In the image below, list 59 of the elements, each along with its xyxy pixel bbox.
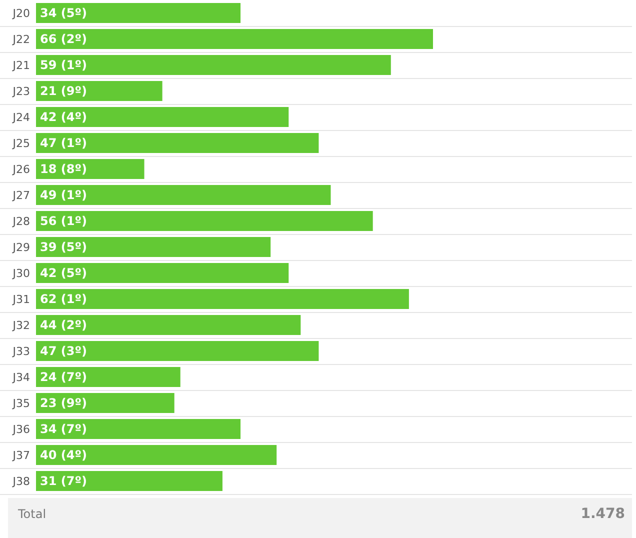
bar [36, 315, 301, 335]
bar [36, 3, 241, 23]
bar [36, 289, 409, 309]
text: 1.478 [580, 506, 625, 522]
bar [36, 211, 373, 231]
y-tick-label: J27 [12, 189, 30, 202]
data-label: 44 (2º) [40, 318, 87, 332]
bar [36, 393, 174, 413]
data-label: 34 (5º) [40, 6, 87, 20]
y-tick-label: J38 [12, 475, 30, 488]
data-label: 42 (4º) [40, 110, 87, 124]
data-label: 47 (1º) [40, 136, 87, 150]
data-label: 49 (1º) [40, 188, 87, 202]
y-tick-label: J32 [12, 319, 30, 332]
bar [36, 81, 162, 101]
bar [36, 133, 319, 153]
y-tick-label: J33 [12, 345, 30, 358]
data-label: 66 (2º) [40, 32, 87, 46]
data-label: 23 (9º) [40, 396, 87, 410]
data-label: 59 (1º) [40, 58, 87, 72]
bar [36, 237, 271, 257]
bar [36, 29, 433, 49]
bar [36, 55, 391, 75]
y-tick-label: J30 [12, 267, 30, 280]
y-tick-label: J20 [12, 7, 30, 20]
data-label: 24 (7º) [40, 370, 87, 384]
data-label: 34 (7º) [40, 422, 87, 436]
data-label: 31 (7º) [40, 474, 87, 488]
y-tick-label: J22 [12, 33, 30, 46]
y-tick-label: J24 [12, 111, 30, 124]
data-label: 42 (5º) [40, 266, 87, 280]
bar [36, 263, 289, 283]
bar [36, 107, 289, 127]
y-tick-label: J29 [12, 241, 30, 254]
data-label: 56 (1º) [40, 214, 87, 228]
y-tick-label: J28 [12, 215, 30, 228]
data-label: 39 (5º) [40, 240, 87, 254]
y-tick-label: J26 [12, 163, 30, 176]
y-tick-label: J25 [12, 137, 30, 150]
data-label: 62 (1º) [40, 292, 87, 306]
data-label: 47 (3º) [40, 344, 87, 358]
y-tick-label: J37 [12, 449, 30, 462]
y-tick-label: J36 [12, 423, 30, 436]
data-label: 40 (4º) [40, 448, 87, 462]
bar [36, 341, 319, 361]
y-tick-label: J35 [12, 397, 30, 410]
data-label: 18 (8º) [40, 162, 87, 176]
bar [36, 185, 331, 205]
y-tick-label: J23 [12, 85, 30, 98]
bar [36, 445, 277, 465]
bar [36, 471, 222, 491]
bar [36, 159, 144, 179]
bar [36, 367, 180, 387]
y-tick-label: J34 [12, 371, 30, 384]
text: Total [17, 507, 46, 521]
bar [36, 419, 241, 439]
y-tick-label: J21 [12, 59, 30, 72]
data-label: 21 (9º) [40, 84, 87, 98]
y-tick-label: J31 [12, 293, 30, 306]
